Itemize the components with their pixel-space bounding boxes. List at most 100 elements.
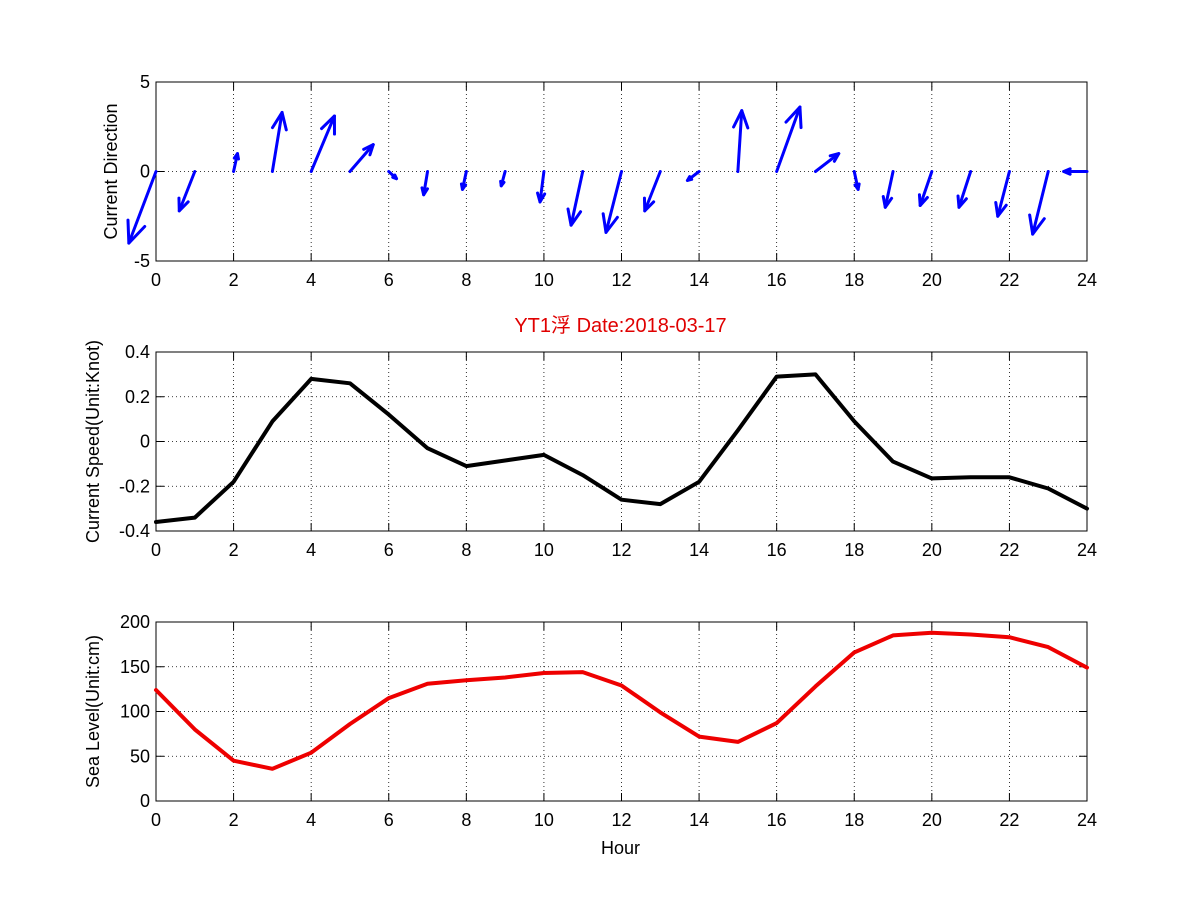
direction-arrow-head — [420, 186, 429, 197]
direction-arrow-head — [956, 194, 968, 209]
sea-level-ytick-label: 0 — [140, 791, 150, 811]
direction-arrow-head — [642, 196, 656, 213]
direction-arrow-shaft — [270, 110, 284, 173]
direction-arrow-head — [362, 143, 375, 157]
speed-xtick-label: 8 — [461, 540, 471, 560]
direction-xtick-label: 18 — [844, 270, 864, 290]
direction-arrow — [994, 170, 1011, 218]
direction-arrow-head — [732, 109, 750, 130]
direction-arrow-shaft — [348, 143, 375, 173]
speed-xtick-label: 0 — [151, 540, 161, 560]
direction-arrow — [387, 170, 399, 181]
direction-arrow-shaft — [957, 170, 973, 209]
speed-xtick-label: 12 — [611, 540, 631, 560]
direction-arrow-shaft — [918, 170, 934, 208]
direction-arrow-head — [853, 182, 861, 191]
direction-xtick-label: 14 — [689, 270, 709, 290]
direction-arrow-shaft — [569, 170, 585, 227]
sea-level-ytick-label: 50 — [130, 746, 150, 766]
sea-level-xtick-label: 6 — [384, 810, 394, 830]
direction-arrow — [566, 170, 585, 227]
speed-ytick-label: -0.2 — [119, 476, 150, 496]
direction-arrow-shaft — [775, 105, 802, 173]
speed-xtick-label: 2 — [229, 540, 239, 560]
direction-arrow-shaft — [309, 114, 336, 173]
speed-ytick-label: -0.4 — [119, 521, 150, 541]
direction-arrow-head — [566, 207, 583, 227]
direction-arrow — [536, 170, 547, 204]
direction-arrow — [685, 170, 701, 182]
direction-arrow — [348, 143, 375, 173]
speed-xtick-label: 16 — [767, 540, 787, 560]
speed-xtick-label: 10 — [534, 540, 554, 560]
direction-arrow-head — [994, 201, 1008, 218]
direction-arrow — [126, 170, 158, 245]
sea-level-xtick-label: 16 — [767, 810, 787, 830]
direction-arrow-shaft — [538, 170, 546, 204]
direction-arrow-head — [881, 195, 894, 209]
direction-arrow-shaft — [1031, 170, 1050, 236]
sea-level-xtick-label: 14 — [689, 810, 709, 830]
direction-arrow-head — [499, 179, 506, 188]
figure-title: YT1浮 Date:2018-03-17 — [514, 314, 726, 337]
direction-arrow — [1062, 167, 1089, 176]
direction-arrow-shaft — [813, 152, 841, 173]
speed-ytick-label: 0.4 — [125, 342, 150, 362]
direction-xtick-label: 2 — [229, 270, 239, 290]
direction-arrow-shaft — [883, 170, 895, 209]
speed-series-line — [154, 372, 1089, 524]
direction-arrow — [956, 170, 973, 209]
direction-arrow-shaft — [127, 170, 158, 245]
sea-level-series-line — [154, 630, 1089, 771]
direction-arrow-head — [601, 212, 619, 234]
direction-xtick-label: 16 — [767, 270, 787, 290]
direction-arrow-head — [917, 193, 929, 208]
direction-xtick-label: 6 — [384, 270, 394, 290]
x-axis-label: Hour — [601, 838, 640, 858]
speed-ytick-label: 0 — [140, 432, 150, 452]
direction-xtick-label: 12 — [611, 270, 631, 290]
direction-arrow — [601, 170, 623, 234]
direction-arrow-shaft — [643, 170, 662, 213]
direction-arrow-head — [1062, 167, 1072, 176]
speed-xtick-label: 4 — [306, 540, 316, 560]
sea-level-xtick-label: 2 — [229, 810, 239, 830]
sea-level-y-axis-label: Sea Level(Unit:cm) — [83, 635, 103, 788]
sea-level-xtick-label: 0 — [151, 810, 161, 830]
current-speed-panel: 0 2 4 6 8 10 12 14 16 18 20 22 24-0.4-0.200.20.4Curr… — [83, 340, 1097, 560]
direction-arrow-shaft — [422, 170, 430, 197]
direction-arrow — [177, 170, 197, 213]
sea-level-xtick-label: 10 — [534, 810, 554, 830]
direction-arrow — [642, 170, 662, 213]
direction-arrow — [732, 109, 750, 173]
sea-level-xtick-label: 12 — [611, 810, 631, 830]
direction-arrow — [1028, 170, 1050, 236]
direction-ytick-label: 0 — [140, 162, 150, 182]
direction-ytick-label: 5 — [140, 72, 150, 92]
direction-ytick-label: -5 — [134, 251, 150, 271]
direction-arrow-head — [784, 105, 803, 130]
direction-arrow — [813, 152, 841, 173]
direction-y-axis-label: Current Direction — [101, 103, 121, 239]
direction-arrow-shaft — [604, 170, 623, 234]
direction-arrow-shaft — [996, 170, 1011, 218]
direction-arrow-head — [1028, 213, 1046, 236]
direction-xtick-label: 10 — [534, 270, 554, 290]
direction-xtick-label: 24 — [1077, 270, 1097, 290]
speed-y-axis-label: Current Speed(Unit:Knot) — [83, 340, 103, 543]
speed-xtick-label: 14 — [689, 540, 709, 560]
speed-xtick-label: 6 — [384, 540, 394, 560]
sea-level-xtick-label: 20 — [922, 810, 942, 830]
sea-level-xtick-label: 22 — [999, 810, 1019, 830]
direction-arrow — [852, 170, 861, 191]
speed-xtick-label: 18 — [844, 540, 864, 560]
direction-arrow — [270, 110, 288, 173]
direction-arrow-head — [459, 182, 468, 191]
sea-level-xtick-label: 18 — [844, 810, 864, 830]
speed-xtick-label: 20 — [922, 540, 942, 560]
direction-arrow-head — [685, 175, 694, 182]
